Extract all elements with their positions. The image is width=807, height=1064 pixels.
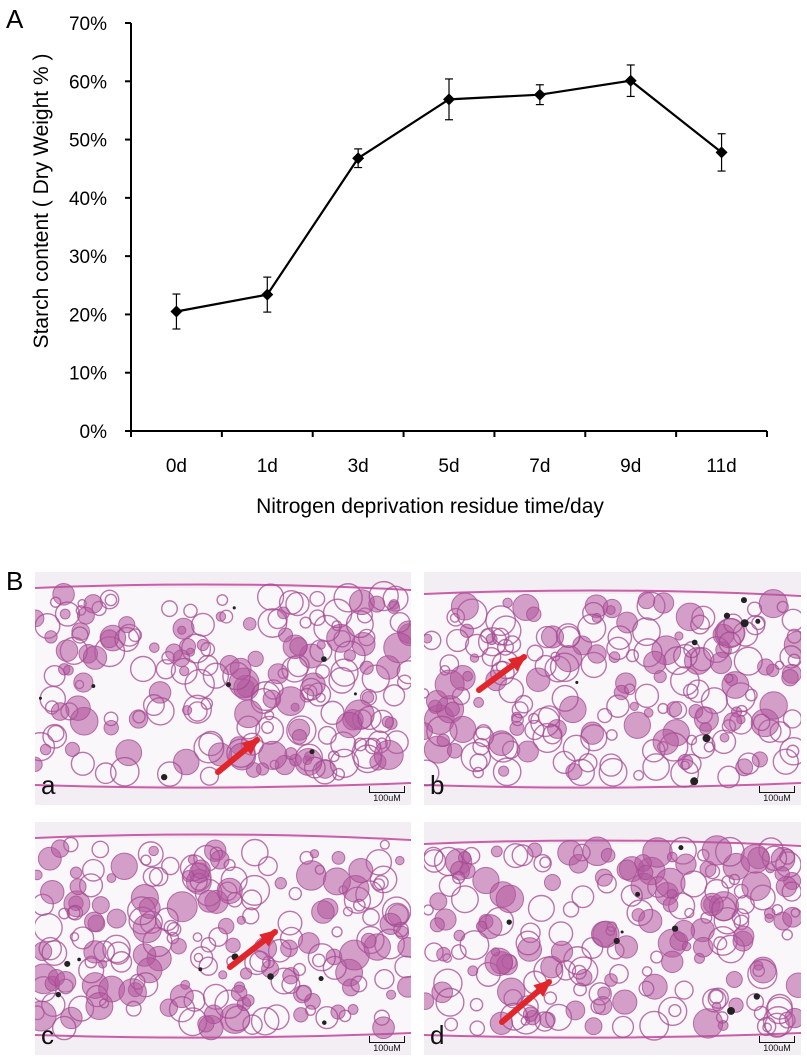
data-point-marker xyxy=(533,88,546,101)
micrograph-label-a: a xyxy=(41,770,56,800)
y-tick-label: 40% xyxy=(69,189,107,210)
scale-bar-c: 100uM xyxy=(369,1036,405,1053)
y-axis-label: Starch content ( Dry Weight % ) xyxy=(30,54,53,349)
y-tick-label: 0% xyxy=(80,422,108,443)
micrograph-label-c: c xyxy=(41,1020,54,1050)
micrograph-a: a 100uM xyxy=(35,572,411,805)
y-tick-label: 20% xyxy=(69,305,107,326)
y-tick-label: 70% xyxy=(69,14,107,35)
micrograph-d: d 100uM xyxy=(424,822,801,1055)
scale-bar-b: 100uM xyxy=(759,786,795,803)
x-tick-label: 9d xyxy=(620,456,641,477)
micrograph-label-d: d xyxy=(430,1020,445,1050)
x-axis-label: Nitrogen deprivation residue time/day xyxy=(256,495,604,518)
micrograph-c: c 100uM xyxy=(35,822,411,1055)
data-point-marker xyxy=(261,288,274,301)
y-tick-label: 50% xyxy=(69,131,107,152)
x-tick-label: 0d xyxy=(166,456,187,477)
y-tick-label: 10% xyxy=(69,364,107,385)
micrograph-b: b 100uM xyxy=(424,572,801,805)
data-point-marker xyxy=(443,93,455,106)
x-tick-label: 11d xyxy=(706,456,736,477)
x-tick-label: 5d xyxy=(438,456,459,477)
data-point-marker xyxy=(715,146,728,159)
x-tick-label: 7d xyxy=(529,456,550,477)
data-point-marker xyxy=(170,305,183,318)
x-tick-label: 1d xyxy=(257,456,278,477)
panel-label-b: B xyxy=(6,566,24,596)
starch-content-line-chart: 0%10%20%30%40%50%60%70% 0d 1d 3d 5d 7d 9d 11d … xyxy=(30,14,768,518)
scale-bar-a: 100uM xyxy=(369,786,405,803)
y-tick-label: 30% xyxy=(69,247,107,268)
panel-label-a: A xyxy=(6,4,24,34)
scale-bar-d: 100uM xyxy=(759,1036,795,1053)
data-point-marker xyxy=(352,152,365,165)
micrograph-label-b: b xyxy=(430,770,445,800)
x-tick-label: 3d xyxy=(348,456,369,477)
y-tick-label: 60% xyxy=(69,72,107,93)
data-point-marker xyxy=(624,74,637,87)
